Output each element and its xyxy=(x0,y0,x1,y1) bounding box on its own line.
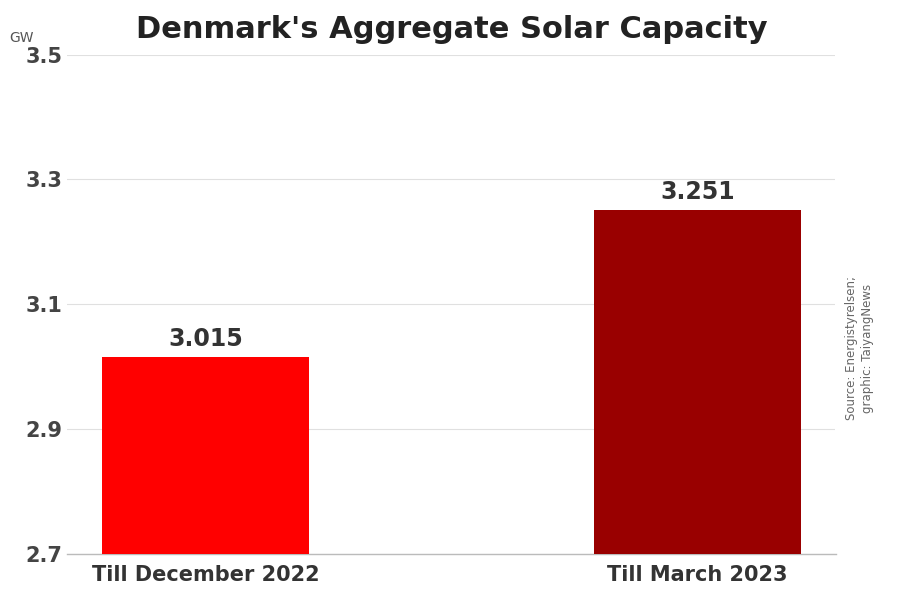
Title: Denmark's Aggregate Solar Capacity: Denmark's Aggregate Solar Capacity xyxy=(136,15,767,44)
Text: Source: Energistyrelsen;
graphic: TaiyangNews: Source: Energistyrelsen; graphic: Taiyan… xyxy=(845,276,874,420)
Text: 3.015: 3.015 xyxy=(168,327,243,351)
Bar xyxy=(594,210,801,554)
Text: 3.251: 3.251 xyxy=(660,180,734,204)
Text: GW: GW xyxy=(10,31,34,44)
Bar xyxy=(103,358,309,554)
